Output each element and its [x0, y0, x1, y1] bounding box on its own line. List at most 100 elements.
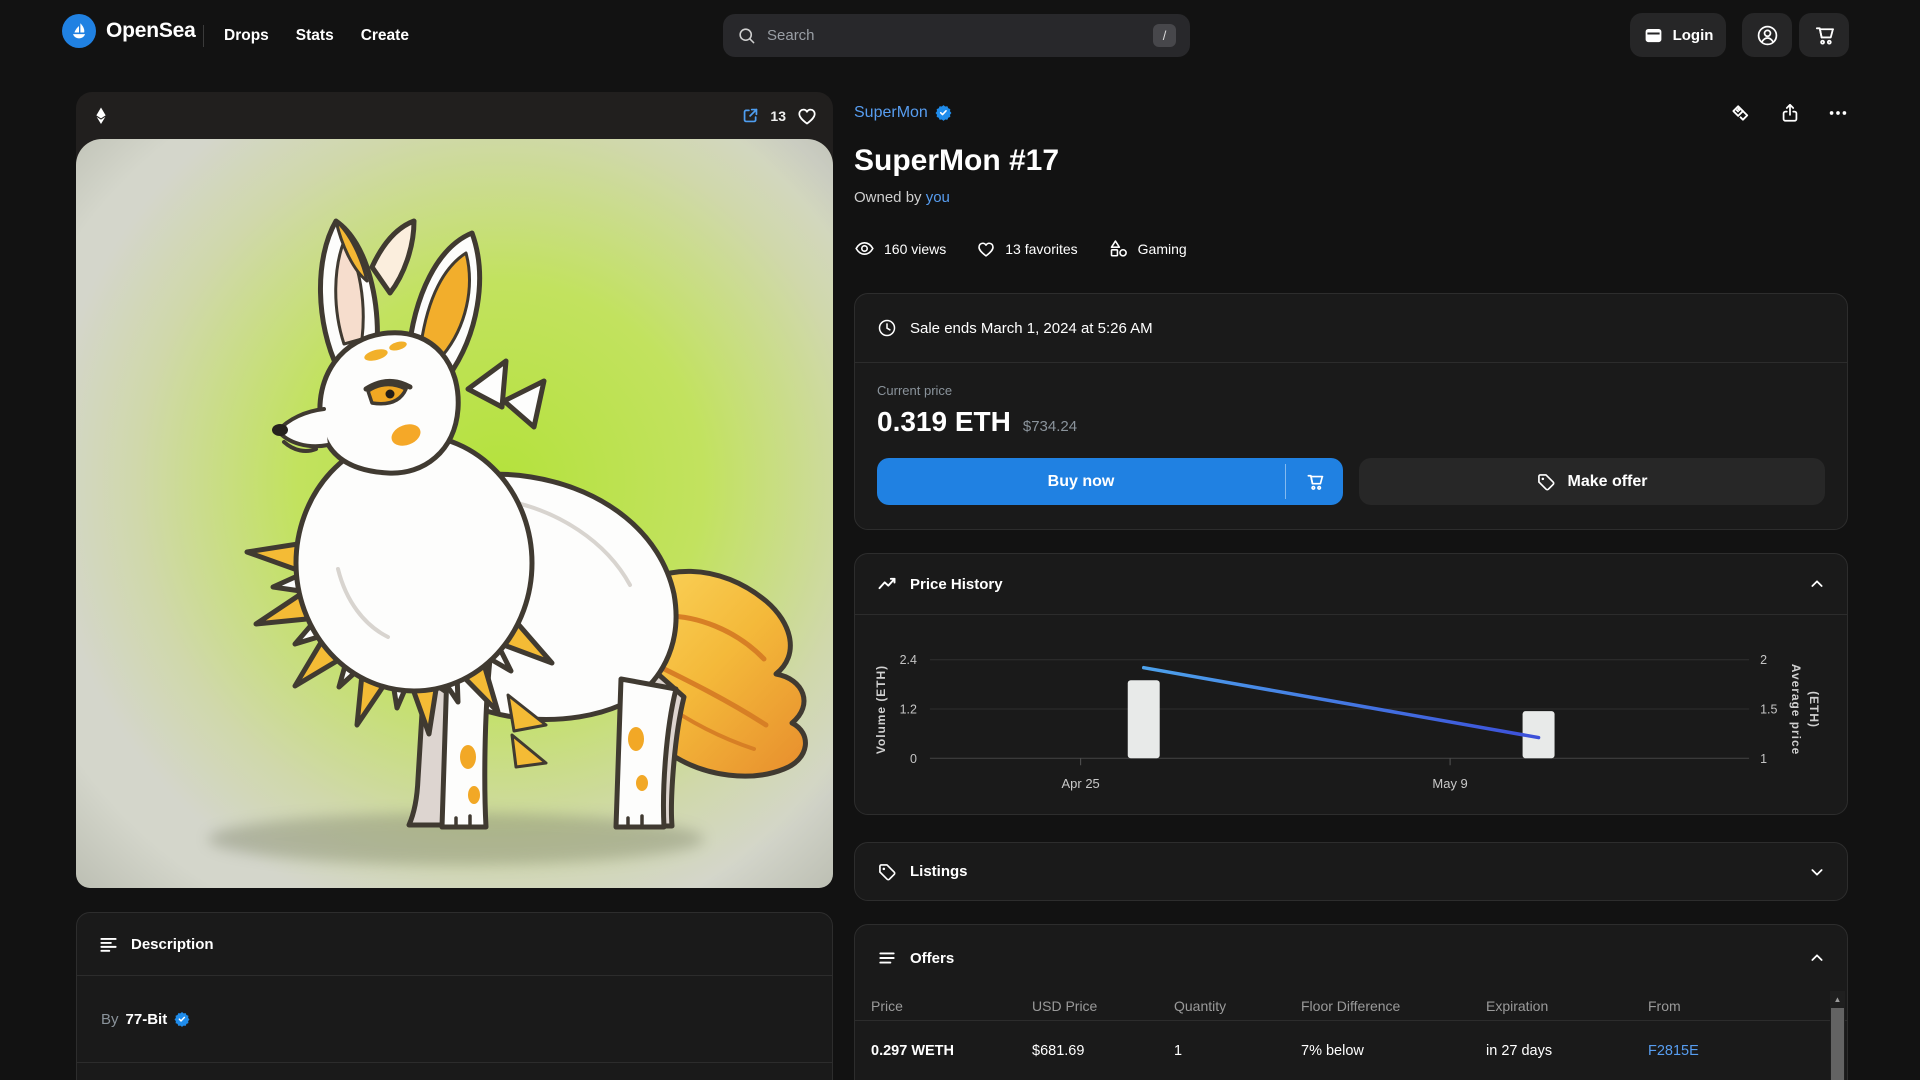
list-icon — [879, 952, 895, 964]
more-options-icon[interactable] — [1827, 102, 1849, 124]
owned-by-prefix: Owned by — [854, 189, 922, 206]
price-usd: $734.24 — [1022, 418, 1078, 435]
brand-wordmark: OpenSea — [106, 19, 196, 42]
price-history-header[interactable]: Price History — [855, 554, 1847, 614]
svg-text:2.4: 2.4 — [900, 653, 917, 667]
chevron-up-icon[interactable] — [1809, 950, 1825, 966]
account-button[interactable] — [1742, 13, 1792, 57]
price-history-panel: Price History 0 1.2 2.4 1 1.5 2 Apr 25 May 9 Vol… — [854, 553, 1848, 815]
svg-text:0: 0 — [910, 752, 917, 766]
svg-text:1.2: 1.2 — [900, 703, 917, 717]
views-label: 160 views — [884, 240, 947, 257]
search-input[interactable] — [767, 27, 1142, 44]
offers-title: Offers — [910, 949, 955, 967]
price-eth: 0.319 ETH — [877, 406, 1011, 437]
gaming-category-icon — [1110, 240, 1127, 257]
media-favorite-count: 13 — [770, 107, 786, 124]
make-offer-button[interactable]: Make offer — [1359, 458, 1825, 505]
opensea-ship-icon — [62, 14, 96, 48]
add-to-cart-button[interactable] — [1286, 458, 1343, 505]
creator-link[interactable]: 77-Bit — [125, 1010, 168, 1028]
buy-now-label: Buy now — [1047, 472, 1115, 490]
activity-chart-icon — [878, 577, 896, 590]
offer-price: 0.297 WETH — [871, 1043, 954, 1059]
share-icon[interactable] — [1779, 102, 1801, 124]
offer-floor-difference: 7% below — [1301, 1043, 1364, 1059]
nav-item-drops[interactable]: Drops — [224, 27, 269, 44]
col-price: Price — [871, 997, 903, 1014]
favorite-heart-icon[interactable] — [796, 105, 818, 127]
wallet-icon — [1645, 28, 1661, 42]
scrollbar-up-arrow[interactable]: ▲ — [1833, 994, 1842, 1004]
search-shortcut-key: / — [1153, 24, 1176, 47]
svg-text:Apr 25: Apr 25 — [1062, 776, 1100, 791]
ethereum-icon — [96, 107, 106, 124]
col-floor-difference: Floor Difference — [1301, 997, 1401, 1014]
search-icon — [739, 28, 755, 44]
favorites-label: 13 favorites — [1005, 240, 1078, 257]
description-title: Description — [131, 935, 214, 953]
offers-panel: Offers Price USD Price Quantity Floor Di… — [854, 924, 1848, 1080]
price-history-title: Price History — [910, 575, 1003, 593]
buy-button-divider — [1285, 464, 1286, 499]
listings-panel: Listings — [854, 842, 1848, 901]
svg-text:(ETH): (ETH) — [1807, 691, 1821, 728]
eye-icon — [855, 242, 874, 255]
owner-link[interactable]: you — [925, 189, 950, 206]
offers-scrollbar[interactable]: ▲ — [1830, 991, 1845, 1080]
nft-artwork[interactable] — [76, 139, 833, 888]
tag-icon — [879, 863, 896, 880]
nft-media-card: 13 — [76, 92, 833, 888]
description-header[interactable]: Description — [77, 913, 832, 975]
buy-now-group: Buy now — [877, 458, 1343, 505]
favorites-stat: 13 favorites — [976, 239, 1078, 259]
svg-text:1.5: 1.5 — [1760, 703, 1777, 717]
deal-icon[interactable] — [1730, 101, 1753, 124]
buy-now-button[interactable]: Buy now — [877, 458, 1285, 505]
cart-button[interactable] — [1799, 13, 1849, 57]
category-label: Gaming — [1137, 240, 1187, 257]
category-stat: Gaming — [1108, 238, 1187, 259]
offers-header[interactable]: Offers — [855, 925, 1847, 991]
offers-table: Price USD Price Quantity Floor Differenc… — [855, 991, 1847, 1080]
primary-nav: Drops Stats Create — [224, 0, 409, 72]
scrollbar-thumb[interactable] — [1831, 1008, 1844, 1080]
listings-title: Listings — [910, 863, 968, 880]
collection-name: SuperMon — [854, 103, 928, 121]
chevron-down-icon[interactable] — [1809, 864, 1825, 880]
offer-usd-price: $681.69 — [1032, 1043, 1085, 1059]
top-navigation-bar: OpenSea Drops Stats Create / Login — [0, 0, 1920, 72]
nav-item-stats[interactable]: Stats — [295, 27, 334, 44]
svg-text:2: 2 — [1760, 653, 1767, 667]
col-usd-price: USD Price — [1032, 997, 1098, 1014]
offer-expiration: in 27 days — [1486, 1043, 1553, 1059]
login-button[interactable]: Login — [1630, 13, 1726, 57]
sale-panel: Sale ends March 1, 2024 at 5:26 AM Curre… — [854, 293, 1848, 530]
chart-canvas: 0 1.2 2.4 1 1.5 2 Apr 25 May 9 Volume (ETH) Avera… — [874, 653, 1821, 791]
offer-from-link[interactable]: F2815E — [1648, 1043, 1699, 1059]
sale-ends-text: Sale ends March 1, 2024 at 5:26 AM — [910, 319, 1153, 337]
col-expiration: Expiration — [1486, 997, 1549, 1014]
collection-link[interactable]: SuperMon — [854, 104, 952, 122]
listings-header[interactable]: Listings — [855, 843, 1847, 900]
svg-text:1: 1 — [1760, 752, 1767, 766]
description-byline: By 77-Bit — [77, 976, 832, 1062]
cart-icon — [1815, 26, 1834, 45]
sale-countdown: Sale ends March 1, 2024 at 5:26 AM — [855, 294, 1847, 362]
views-stat: 160 views — [854, 238, 946, 259]
col-from: From — [1648, 997, 1681, 1014]
item-action-icons — [1730, 101, 1849, 124]
account-icon — [1757, 25, 1777, 45]
owned-by: Owned by you — [854, 189, 950, 206]
nav-item-create[interactable]: Create — [360, 27, 409, 44]
col-quantity: Quantity — [1174, 997, 1227, 1014]
clock-icon — [878, 319, 896, 337]
search-bar[interactable]: / — [723, 14, 1190, 57]
external-link-icon[interactable] — [741, 106, 760, 125]
offer-row: 0.297 WETH $681.69 1 7% below in 27 days… — [855, 1021, 1847, 1080]
price-history-chart: 0 1.2 2.4 1 1.5 2 Apr 25 May 9 Volume (ETH) Avera… — [855, 615, 1847, 814]
offers-table-header: Price USD Price Quantity Floor Differenc… — [855, 991, 1847, 1021]
chevron-up-icon[interactable] — [1809, 576, 1825, 592]
make-offer-label: Make offer — [1567, 472, 1648, 490]
opensea-logo[interactable]: OpenSea — [62, 14, 196, 48]
